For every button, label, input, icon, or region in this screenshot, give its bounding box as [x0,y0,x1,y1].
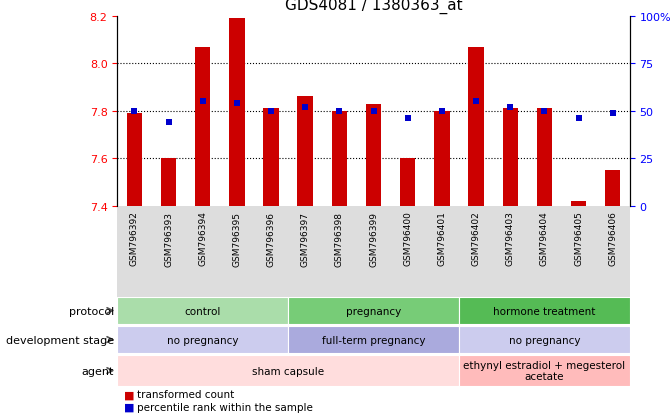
Text: GSM796393: GSM796393 [164,211,173,266]
Bar [366,104,381,206]
Bar [195,47,210,206]
Text: GSM796405: GSM796405 [574,211,583,266]
Bar [229,19,245,206]
Text: GSM796401: GSM796401 [438,211,446,266]
Bar [605,171,620,206]
Bar [263,109,279,206]
Text: protocol: protocol [68,306,114,316]
Text: pregnancy: pregnancy [346,306,401,316]
Title: GDS4081 / 1380363_at: GDS4081 / 1380363_at [285,0,462,14]
Text: GSM796403: GSM796403 [506,211,515,266]
Bar [400,159,415,206]
Bar [288,326,459,353]
Text: GSM796394: GSM796394 [198,211,207,266]
Text: GSM796398: GSM796398 [335,211,344,266]
Text: GSM796397: GSM796397 [301,211,310,266]
Bar [434,112,450,206]
Text: GSM796396: GSM796396 [267,211,275,266]
Text: percentile rank within the sample: percentile rank within the sample [137,402,314,412]
Text: full-term pregnancy: full-term pregnancy [322,335,425,345]
Bar [571,202,586,206]
Bar [459,355,630,386]
Text: ■: ■ [124,389,135,399]
Text: GSM796395: GSM796395 [232,211,241,266]
Bar [117,326,288,353]
Text: GSM796404: GSM796404 [540,211,549,266]
Text: agent: agent [82,366,114,376]
Bar [537,109,552,206]
Text: ■: ■ [124,402,135,412]
Bar [117,355,459,386]
Text: hormone treatment: hormone treatment [493,306,596,316]
Text: control: control [184,306,221,316]
Text: GSM796392: GSM796392 [130,211,139,266]
Bar [459,326,630,353]
Bar [117,297,288,324]
Text: development stage: development stage [6,335,114,345]
Text: transformed count: transformed count [137,389,234,399]
Bar [468,47,484,206]
Text: no pregnancy: no pregnancy [167,335,239,345]
Text: no pregnancy: no pregnancy [509,335,580,345]
Bar [459,297,630,324]
Text: GSM796406: GSM796406 [608,211,617,266]
Text: GSM796402: GSM796402 [472,211,480,266]
Bar [288,297,459,324]
Text: ethynyl estradiol + megesterol
acetate: ethynyl estradiol + megesterol acetate [464,360,625,382]
Bar [502,109,518,206]
Bar [332,112,347,206]
Bar [161,159,176,206]
Bar [127,114,142,206]
Text: GSM796400: GSM796400 [403,211,412,266]
Text: sham capsule: sham capsule [252,366,324,376]
Text: GSM796399: GSM796399 [369,211,378,266]
Bar [297,97,313,206]
